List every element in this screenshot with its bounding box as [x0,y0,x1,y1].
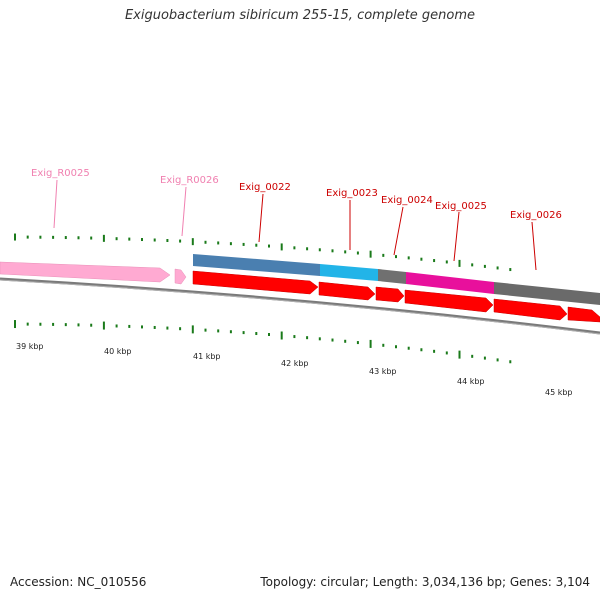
leader-exig-0022 [258,193,264,243]
genome-summary-text: Topology: circular; Length: 3,034,136 bp… [260,575,590,589]
leader-exig-0026 [531,221,537,271]
cds-arrow-exig-0022[interactable] [192,270,319,295]
band-gray[interactable] [378,269,406,284]
label-exig-0025[interactable]: Exig_0025 [435,201,487,212]
scale-label-43kbp: 43 kbp [369,367,397,376]
leader-exig-r0025 [53,179,58,229]
leader-exig-r0026 [181,186,187,237]
scale-label-40kbp: 40 kbp [104,347,132,356]
rna-arrow-exig-r0026[interactable] [174,268,187,285]
leader-exig-0024 [393,206,404,256]
label-exig-r0026[interactable]: Exig_R0026 [160,175,219,186]
genome-backbone [0,277,600,335]
scale-labels: 39 kbp 40 kbp 41 kbp 42 kbp 43 kbp 44 kb… [16,342,573,397]
genome-backbone-highlight [0,279,600,335]
scale-label-45kbp: 45 kbp [545,388,573,397]
cds-arrow-exig-0026[interactable] [493,298,568,321]
ticks-lower-row [14,320,512,364]
scale-label-39kbp: 39 kbp [16,342,44,351]
label-exig-0024[interactable]: Exig_0024 [381,195,433,206]
cds-arrow-exig-0024[interactable] [375,286,405,303]
rna-track [0,261,187,285]
cds-arrow-exig-0023[interactable] [318,281,376,301]
label-exig-r0025[interactable]: Exig_R0025 [31,168,90,179]
band-steelblue[interactable] [193,254,320,276]
accession-text: Accession: NC_010556 [10,575,147,589]
scale-label-41kbp: 41 kbp [193,352,221,361]
scale-label-44kbp: 44 kbp [457,377,485,386]
band-darkgray[interactable] [494,282,600,305]
genome-title: Exiguobacterium sibiricum 255-15, comple… [124,8,476,23]
leader-exig-0025 [453,211,460,262]
function-bands [193,254,600,305]
cds-arrow-exig-0027[interactable] [567,306,600,323]
rna-arrow-exig-r0025[interactable] [0,261,171,283]
band-skyblue[interactable] [320,264,378,281]
cds-arrow-exig-0025[interactable] [404,289,494,313]
ticks-upper-row [14,233,512,272]
label-exig-0023[interactable]: Exig_0023 [326,188,378,199]
label-exig-0026[interactable]: Exig_0026 [510,210,562,221]
scale-label-42kbp: 42 kbp [281,359,309,368]
cds-track [192,270,600,323]
label-exig-0022[interactable]: Exig_0022 [239,182,291,193]
feature-labels: Exig_R0025 Exig_R0026 Exig_0022 Exig_002… [31,168,562,271]
band-magenta[interactable] [406,272,494,294]
